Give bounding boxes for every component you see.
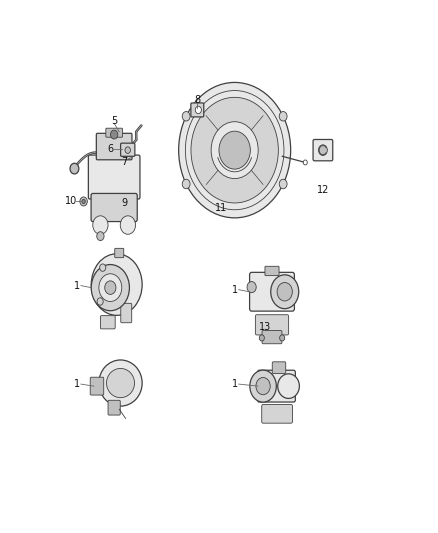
FancyBboxPatch shape (91, 193, 137, 222)
Circle shape (279, 179, 287, 189)
Circle shape (93, 216, 108, 235)
Text: 6: 6 (107, 144, 113, 154)
Circle shape (97, 232, 104, 240)
Text: 8: 8 (194, 95, 200, 105)
Circle shape (211, 122, 258, 179)
Text: 1: 1 (232, 285, 238, 295)
FancyBboxPatch shape (115, 248, 124, 257)
Circle shape (182, 111, 190, 121)
Circle shape (195, 106, 201, 114)
Circle shape (277, 282, 293, 301)
FancyBboxPatch shape (90, 377, 104, 395)
Circle shape (99, 274, 122, 302)
Circle shape (120, 216, 135, 235)
Text: 11: 11 (215, 204, 227, 213)
Text: 10: 10 (65, 197, 77, 206)
Circle shape (91, 264, 130, 311)
Text: 12: 12 (317, 185, 329, 196)
FancyBboxPatch shape (313, 140, 333, 161)
Text: 1: 1 (74, 280, 80, 290)
Circle shape (250, 370, 276, 402)
FancyBboxPatch shape (100, 316, 115, 329)
Circle shape (105, 281, 116, 294)
FancyBboxPatch shape (258, 370, 295, 402)
Circle shape (271, 275, 299, 309)
Circle shape (279, 335, 285, 341)
Circle shape (97, 298, 103, 305)
FancyBboxPatch shape (191, 103, 204, 117)
Circle shape (279, 111, 287, 121)
FancyBboxPatch shape (88, 155, 140, 199)
Text: 1: 1 (232, 379, 238, 389)
Circle shape (247, 281, 256, 293)
FancyBboxPatch shape (262, 405, 293, 423)
Ellipse shape (99, 360, 142, 406)
FancyBboxPatch shape (250, 272, 294, 311)
Text: 13: 13 (259, 321, 271, 332)
Text: 9: 9 (121, 198, 127, 208)
Circle shape (303, 160, 307, 165)
Text: 1: 1 (74, 379, 80, 389)
Ellipse shape (106, 368, 134, 398)
FancyBboxPatch shape (108, 400, 120, 415)
FancyBboxPatch shape (121, 303, 132, 322)
Text: 7: 7 (121, 157, 127, 167)
Circle shape (82, 199, 85, 204)
Ellipse shape (278, 374, 299, 399)
FancyBboxPatch shape (96, 133, 132, 160)
Circle shape (125, 147, 131, 154)
FancyBboxPatch shape (120, 143, 135, 156)
Circle shape (256, 377, 270, 395)
Circle shape (80, 197, 87, 206)
Circle shape (191, 98, 278, 203)
Circle shape (99, 264, 106, 271)
Circle shape (318, 145, 327, 156)
Circle shape (110, 130, 118, 139)
Circle shape (70, 163, 79, 174)
Circle shape (179, 83, 291, 218)
Circle shape (91, 254, 142, 316)
FancyBboxPatch shape (265, 266, 279, 276)
FancyBboxPatch shape (262, 330, 282, 344)
Circle shape (259, 335, 265, 341)
FancyBboxPatch shape (106, 128, 123, 137)
FancyBboxPatch shape (255, 314, 289, 335)
Circle shape (182, 179, 190, 189)
FancyBboxPatch shape (272, 362, 286, 374)
Circle shape (219, 131, 251, 169)
Text: 5: 5 (111, 116, 117, 126)
